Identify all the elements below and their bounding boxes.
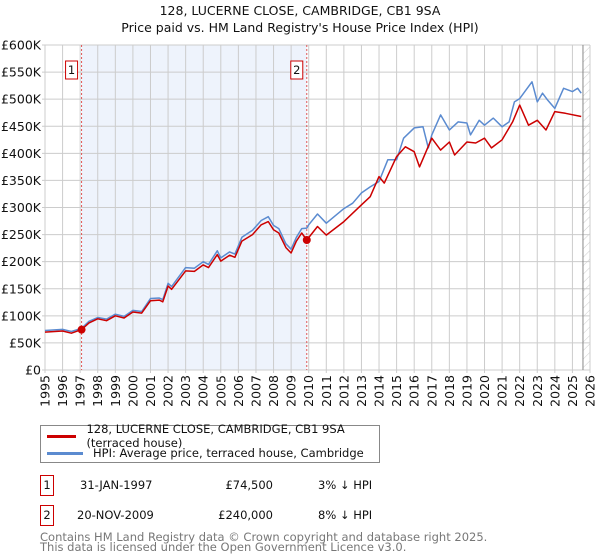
- transaction-row: 2 20-NOV-2009 £240,000 8% ↓ HPI: [40, 505, 440, 527]
- transaction-date: 20-NOV-2009: [77, 508, 154, 522]
- sale-label-box: [65, 60, 79, 80]
- x-tick-label: 2022: [512, 375, 527, 407]
- x-tick-label: 2011: [319, 375, 334, 407]
- legend-swatch-red: [47, 434, 77, 438]
- x-tick-label: 2020: [477, 375, 492, 407]
- x-tick-label: 2014: [372, 375, 387, 407]
- y-tick-label: £200K: [1, 254, 42, 269]
- x-tick-label: 2019: [459, 375, 474, 407]
- x-tick-label: 1997: [73, 375, 88, 407]
- footer-licence: This data is licensed under the Open Gov…: [40, 540, 407, 554]
- transaction-hpi: 3% ↓ HPI: [318, 478, 373, 492]
- y-tick-label: £100K: [1, 308, 42, 323]
- chart: 128, LUCERNE CLOSE, CAMBRIDGE, CB1 9SA P…: [1, 3, 598, 407]
- chart-title: 128, LUCERNE CLOSE, CAMBRIDGE, CB1 9SA: [160, 3, 441, 18]
- y-tick-label: £0: [25, 363, 41, 378]
- y-tick-label: £50K: [9, 335, 42, 350]
- y-tick-label: £150K: [1, 281, 42, 296]
- x-tick-label: 2000: [125, 375, 140, 407]
- y-tick-label: £400K: [1, 146, 42, 161]
- x-tick-label: 2008: [266, 375, 281, 407]
- chart-subtitle: Price paid vs. HM Land Registry's House …: [121, 20, 478, 35]
- x-tick-label: 2007: [248, 375, 263, 407]
- x-tick-label: 2017: [424, 375, 439, 407]
- y-tick-label: £500K: [1, 92, 42, 107]
- x-tick-label: 2002: [161, 375, 176, 407]
- sale-label-box: [290, 60, 304, 80]
- sale-point: [302, 236, 311, 244]
- x-tick-label: 2026: [583, 375, 598, 407]
- x-tick-label: 2023: [530, 375, 545, 407]
- legend-item-hpi: HPI: Average price, terraced house, Camb…: [47, 445, 364, 461]
- sale-label: 1: [68, 63, 75, 77]
- x-tick-label: 1999: [108, 375, 123, 407]
- y-tick-label: £250K: [1, 227, 42, 242]
- x-tick-label: 2025: [565, 375, 580, 407]
- transaction-badge: 1: [40, 475, 54, 496]
- y-tick-label: £450K: [1, 119, 42, 134]
- transaction-date: 31-JAN-1997: [80, 478, 153, 492]
- legend-swatch-blue: [47, 451, 83, 455]
- transaction-price: £240,000: [218, 508, 273, 522]
- x-tick-label: 1995: [38, 375, 53, 407]
- x-tick-label: 2021: [495, 375, 510, 407]
- x-tick-label: 2018: [442, 375, 457, 407]
- footer-copyright: Contains HM Land Registry data © Crown c…: [40, 530, 488, 544]
- sale-point: [77, 325, 86, 334]
- x-tick-label: 2001: [143, 375, 158, 407]
- x-tick-label: 2010: [301, 375, 316, 407]
- x-tick-label: 1998: [90, 375, 105, 407]
- x-tick-label: 2012: [336, 375, 351, 407]
- y-tick-label: £550K: [1, 65, 42, 80]
- transaction-price: £74,500: [225, 478, 273, 492]
- x-tick-label: 2009: [284, 375, 299, 407]
- y-tick-label: £600K: [1, 38, 42, 53]
- transaction-hpi: 8% ↓ HPI: [318, 508, 373, 522]
- y-tick-label: £300K: [1, 200, 42, 215]
- sale-label: 2: [293, 63, 300, 77]
- legend: 128, LUCERNE CLOSE, CAMBRIDGE, CB1 9SA (…: [40, 422, 380, 463]
- x-tick-label: 2024: [547, 375, 562, 407]
- legend-item-property: 128, LUCERNE CLOSE, CAMBRIDGE, CB1 9SA (…: [47, 422, 379, 450]
- x-tick-label: 2015: [389, 375, 404, 407]
- legend-label: 128, LUCERNE CLOSE, CAMBRIDGE, CB1 9SA (…: [86, 422, 345, 450]
- transaction-row: 1 31-JAN-1997 £74,500 3% ↓ HPI: [40, 475, 440, 497]
- x-tick-label: 2004: [196, 375, 211, 407]
- x-tick-label: 2013: [354, 375, 369, 407]
- x-tick-label: 1996: [55, 375, 70, 407]
- x-tick-label: 2016: [407, 375, 422, 407]
- property-series-line: [44, 104, 582, 334]
- legend-label: HPI: Average price, terraced house, Camb…: [93, 446, 364, 460]
- x-tick-label: 2005: [213, 375, 228, 407]
- x-tick-label: 2003: [178, 375, 193, 407]
- hpi-series-line: [44, 81, 582, 333]
- transaction-badge: 2: [40, 505, 54, 526]
- y-tick-label: £350K: [1, 173, 42, 188]
- x-tick-label: 2006: [231, 375, 246, 407]
